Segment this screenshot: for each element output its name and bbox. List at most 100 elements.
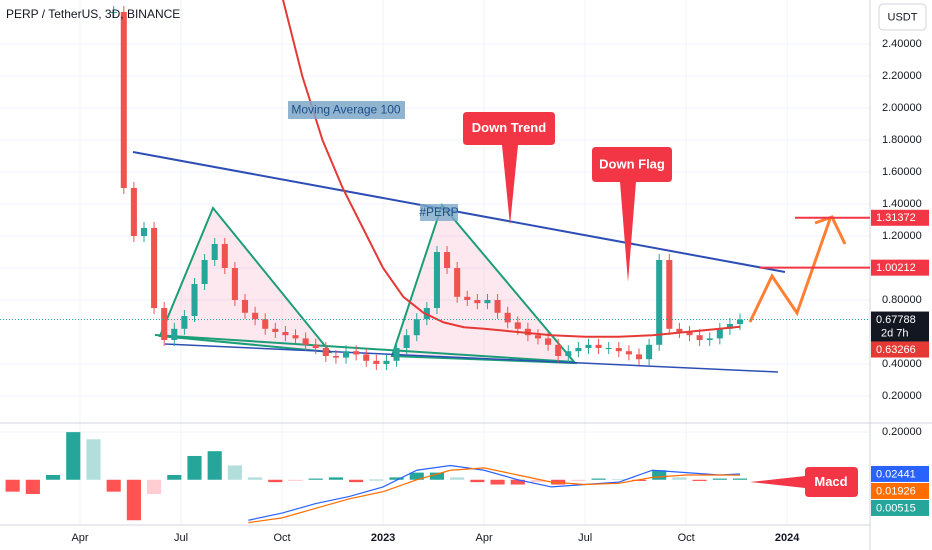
macd-histogram-bar	[712, 478, 727, 480]
candle-body	[555, 344, 562, 356]
macd-pane	[5, 432, 748, 524]
candle-body	[736, 319, 744, 324]
currency-label: USDT	[888, 11, 918, 23]
macd-histogram-bar	[732, 478, 748, 480]
candle-body	[292, 335, 299, 339]
macd-value-label: 0.00515	[876, 502, 916, 514]
candle-body	[494, 300, 501, 313]
candle-body	[716, 328, 723, 339]
macd-histogram-bar	[207, 451, 222, 480]
macd-histogram-bar	[328, 477, 344, 480]
macd-histogram-bar	[126, 479, 141, 521]
macd-value-box	[871, 482, 929, 499]
x-tick-label: Oct	[273, 532, 290, 544]
candle-body	[231, 268, 238, 300]
candle-body	[353, 351, 360, 355]
macd-histogram-bar	[86, 439, 101, 480]
candle-body	[666, 260, 673, 329]
candle-body	[595, 344, 602, 348]
x-tick-label: Oct	[678, 532, 695, 544]
candle-body	[241, 300, 249, 313]
macd-histogram-bar	[530, 479, 546, 483]
currency-button[interactable]	[878, 3, 927, 31]
candle-body	[211, 244, 218, 260]
macd-histogram-bar	[45, 475, 61, 480]
price-pane	[0, 0, 870, 370]
x-tick-label: 2024	[775, 532, 800, 544]
candle-body	[322, 348, 329, 356]
macd-histogram-bar	[470, 479, 485, 483]
y-tick-label: 0.20000	[882, 390, 922, 402]
candle-body	[676, 328, 683, 332]
price-label: 0.67788	[876, 314, 916, 326]
macd-histogram-bar	[490, 479, 505, 485]
candle-body	[373, 360, 380, 364]
base-line	[154, 334, 576, 363]
y-tick-label: 1.80000	[882, 134, 922, 146]
macd-histogram-bar	[571, 479, 586, 481]
callout-text: Down Flag	[599, 156, 665, 171]
macd-histogram-bar	[450, 477, 465, 480]
candle-body	[545, 338, 552, 345]
macd-value-box	[871, 465, 929, 482]
ma-label: Moving Average 100	[291, 103, 401, 117]
macd-line	[248, 464, 741, 521]
macd-histogram-bar	[692, 479, 707, 481]
macd-histogram-bar	[409, 472, 424, 480]
macd-histogram-bar	[227, 465, 242, 480]
candle-body	[393, 348, 400, 361]
level-label-box	[871, 209, 929, 226]
candle-body	[605, 348, 612, 349]
level-label: 1.00212	[876, 262, 916, 274]
lower-trendline	[164, 343, 779, 373]
candle-body	[191, 284, 198, 316]
ma-value-box	[871, 341, 929, 358]
triangle-left	[158, 206, 333, 354]
candle-body	[625, 351, 632, 355]
macd-histogram-bar	[591, 478, 606, 480]
macd-histogram-bar	[389, 477, 404, 480]
candle-body	[534, 335, 542, 339]
ma-label-box	[288, 101, 405, 119]
macd-histogram-bar	[187, 455, 202, 480]
macd-histogram-bar	[5, 479, 20, 492]
y-tick-label: 1.60000	[882, 166, 922, 178]
candle-body	[484, 300, 491, 304]
x-tick-label: Jul	[174, 532, 188, 544]
macd-histogram-bar	[167, 475, 182, 480]
macd-value-label: 0.02441	[876, 468, 916, 480]
macd-histogram-bar	[510, 479, 525, 485]
callout-macd	[750, 467, 858, 497]
candle-body	[444, 252, 451, 268]
candle-body	[252, 312, 259, 320]
candle-body	[454, 268, 461, 297]
candle-body	[343, 351, 350, 358]
candle-body	[575, 348, 582, 352]
candle-body	[272, 328, 279, 332]
projection-path	[748, 218, 832, 323]
macd-histogram-bar	[25, 479, 40, 495]
candle-body	[706, 338, 713, 340]
candle-body	[656, 260, 663, 345]
candle-body	[686, 332, 693, 336]
macd-histogram-bar	[349, 479, 364, 483]
macd-histogram-bar	[147, 479, 162, 495]
candle-body	[262, 319, 269, 329]
candle-body	[565, 351, 572, 356]
candle-body	[363, 354, 370, 361]
macd-histogram-bar	[429, 472, 445, 480]
y-tick-label: 2.20000	[882, 70, 922, 82]
price-label-box	[871, 311, 929, 342]
candle-body	[433, 252, 440, 308]
candle-body	[383, 360, 390, 364]
y-tick-label: 2.40000	[882, 38, 922, 50]
tag-label: #PERP	[419, 205, 458, 219]
level-label: 1.31372	[876, 212, 916, 224]
macd-histogram-bar	[672, 477, 687, 480]
macd-value-box	[871, 499, 929, 516]
candle-body	[696, 335, 703, 340]
countdown-label: 2d 7h	[881, 327, 909, 339]
candle-body	[120, 12, 127, 188]
candle-body	[151, 228, 158, 308]
